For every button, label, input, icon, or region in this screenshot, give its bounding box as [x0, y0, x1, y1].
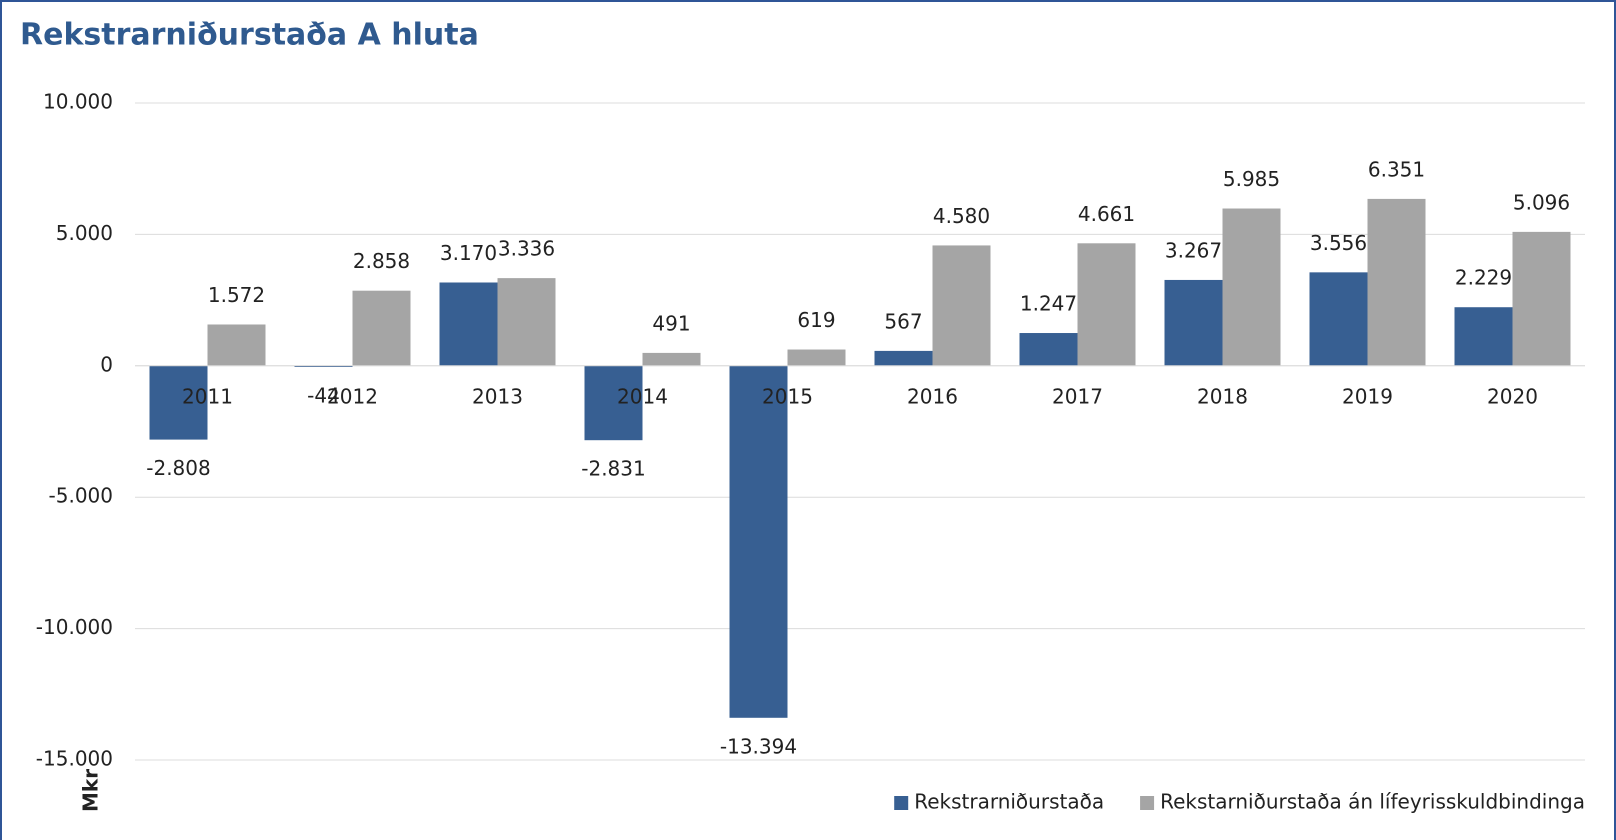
- y-tick-label: 10.000: [43, 90, 113, 114]
- bar: [1077, 243, 1136, 366]
- chart-title: Rekstrarniðurstaða A hluta: [20, 18, 479, 53]
- bar: [294, 365, 353, 367]
- data-label: 5.096: [1513, 190, 1570, 214]
- data-label: 3.267: [1165, 238, 1222, 262]
- bar: [1164, 279, 1223, 366]
- data-label: -44: [307, 383, 340, 407]
- data-label: -2.831: [581, 457, 645, 481]
- x-tick-label: 2011: [182, 384, 233, 408]
- bar: [1222, 208, 1281, 366]
- bar: [497, 278, 556, 366]
- y-tick-label: 0: [100, 352, 113, 376]
- bar: [207, 324, 266, 366]
- data-label: 4.661: [1078, 202, 1135, 226]
- y-axis-label: Mkr: [79, 769, 103, 812]
- legend-label: Rekstarniðurstaða án lífeyrisskuldbindin…: [1160, 790, 1585, 814]
- x-tick-label: 2019: [1342, 384, 1393, 408]
- y-tick-label: 5.000: [56, 221, 113, 245]
- data-label: -2.808: [146, 456, 210, 480]
- data-label: 3.336: [498, 237, 555, 261]
- x-tick-label: 2014: [617, 384, 668, 408]
- bar: [149, 365, 208, 440]
- data-label: 2.858: [353, 249, 410, 273]
- data-label: 4.580: [933, 204, 990, 228]
- bar: [1454, 307, 1513, 366]
- bar: [584, 365, 643, 441]
- legend-swatch: [1140, 796, 1155, 810]
- x-tick-label: 2013: [472, 384, 523, 408]
- bar: [1367, 198, 1426, 366]
- x-tick-label: 2016: [907, 384, 958, 408]
- data-label: 3.556: [1310, 231, 1367, 255]
- bar: [932, 245, 991, 366]
- legend-label: Rekstrarniðurstaða: [914, 790, 1104, 814]
- x-tick-label: 2020: [1487, 384, 1538, 408]
- bar: [439, 282, 498, 366]
- data-label: 567: [884, 309, 922, 333]
- data-label: 3.170: [440, 241, 497, 265]
- bar: [1309, 272, 1368, 366]
- legend-swatch: [894, 796, 909, 810]
- data-label: 491: [652, 311, 690, 335]
- y-tick-label: -10.000: [36, 615, 113, 639]
- x-tick-label: 2017: [1052, 384, 1103, 408]
- x-tick-label: 2015: [762, 384, 813, 408]
- data-label: 6.351: [1368, 157, 1425, 181]
- bar: [787, 349, 846, 366]
- bar: [729, 365, 788, 718]
- bar: [1512, 231, 1571, 366]
- data-label: 5.985: [1223, 167, 1280, 191]
- data-label: -13.394: [720, 734, 797, 758]
- bar: [1019, 333, 1078, 366]
- x-tick-label: 2018: [1197, 384, 1248, 408]
- y-tick-label: -15.000: [36, 747, 113, 771]
- x-tick-label: 2012: [327, 384, 378, 408]
- data-label: 1.572: [208, 283, 265, 307]
- data-label: 1.247: [1020, 292, 1077, 316]
- bar: [642, 352, 701, 366]
- bar: [874, 350, 933, 366]
- y-tick-label: -5.000: [49, 484, 113, 508]
- data-label: 619: [797, 308, 835, 332]
- bar: [352, 290, 411, 366]
- data-label: 2.229: [1455, 266, 1512, 290]
